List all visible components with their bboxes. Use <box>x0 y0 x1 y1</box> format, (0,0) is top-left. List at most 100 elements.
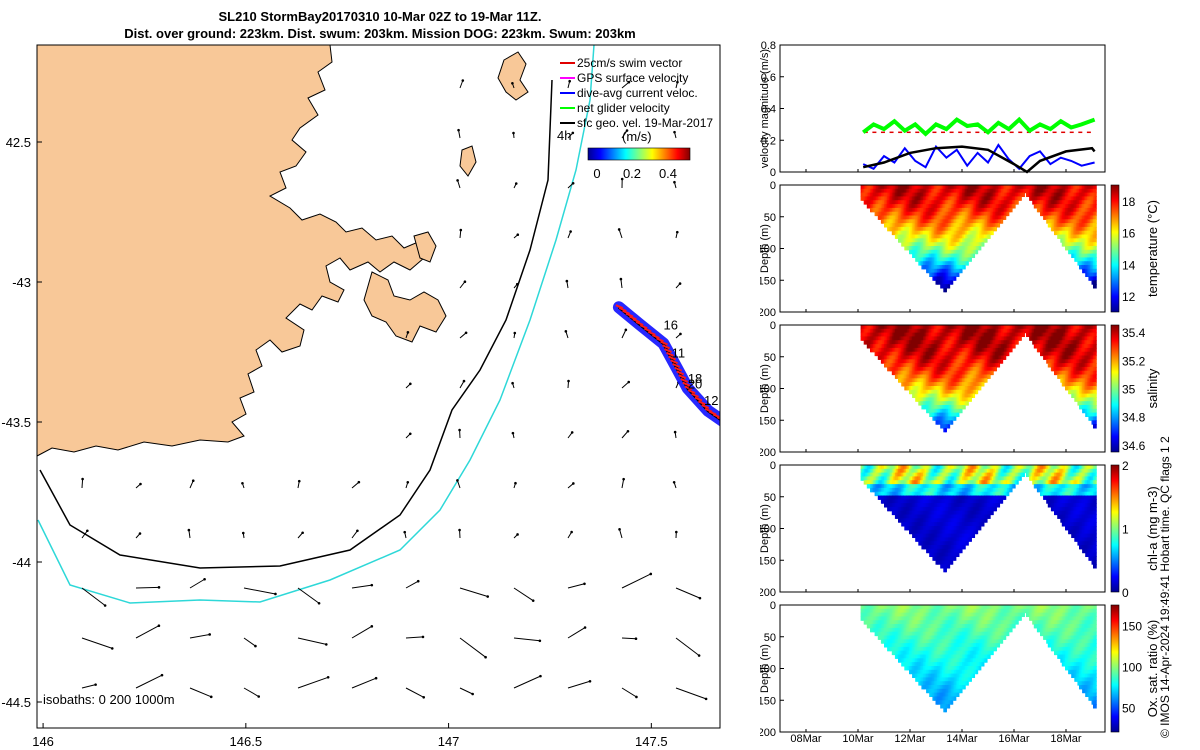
heatmap-cell <box>902 378 905 383</box>
heatmap-cell <box>929 211 932 217</box>
heatmap-cell <box>1061 378 1064 383</box>
heatmap-cell <box>968 204 971 209</box>
heatmap-cell <box>1080 207 1083 213</box>
velocity-arrow <box>621 687 637 698</box>
heatmap-cell <box>918 242 921 247</box>
heatmap-cell <box>1032 340 1035 345</box>
heatmap-cell <box>965 185 968 190</box>
track-label: 18 <box>688 371 702 386</box>
heatmap-cell <box>1055 347 1058 353</box>
heatmap-cell <box>1065 219 1068 224</box>
heatmap-cell <box>1082 386 1085 391</box>
heatmap-cell <box>957 192 960 198</box>
velocity-arrowhead <box>274 592 277 596</box>
heatmap-cell <box>880 332 884 338</box>
heatmap-cell <box>987 359 990 364</box>
heatmap-cell <box>1088 336 1091 341</box>
heatmap-cell <box>1015 328 1018 334</box>
heatmap-cell <box>1054 332 1057 338</box>
heatmap-cell <box>1086 185 1089 190</box>
heatmap-cell <box>1083 359 1086 364</box>
heatmap-cell <box>933 238 937 243</box>
heatmap-cell <box>1058 204 1061 209</box>
heatmap-cell <box>1089 382 1093 387</box>
heatmap-cell <box>1085 226 1088 232</box>
heatmap-cell <box>930 386 933 391</box>
heatmap-cell <box>1080 238 1083 243</box>
heatmap-cell <box>1094 200 1097 205</box>
heatmap-cell <box>944 188 947 194</box>
heatmap-cell <box>1093 397 1096 402</box>
heatmap-cell <box>1088 344 1091 349</box>
heatmap-cell <box>1029 328 1032 334</box>
chart-title: SL210 StormBay20170310 10-Mar 02Z to 19-… <box>0 8 760 42</box>
heatmap-cell <box>955 351 958 357</box>
heatmap-cell <box>983 185 986 190</box>
heatmap-cell <box>966 347 969 353</box>
heatmap-cell <box>880 325 884 330</box>
heatmap-cell <box>919 188 923 194</box>
heatmap-cell <box>1047 336 1050 341</box>
heatmap-cell <box>1074 238 1077 243</box>
heatmap-cell <box>988 344 991 349</box>
heatmap-cell <box>966 226 969 232</box>
heatmap-cell <box>1065 328 1068 334</box>
heatmap-cell <box>885 363 888 368</box>
heatmap-cell <box>948 265 951 270</box>
heatmap-cell <box>894 366 898 372</box>
legend-label: net glider velocity <box>577 101 670 115</box>
heatmap-cell <box>1083 204 1086 209</box>
heatmap-cell <box>904 340 907 345</box>
heatmap-cell <box>962 211 965 217</box>
heatmap-cell <box>930 238 933 243</box>
heatmap-cell <box>971 325 974 330</box>
heatmap-cell <box>1080 219 1083 224</box>
heatmap-cell <box>960 347 963 353</box>
heatmap-cell <box>987 340 990 345</box>
heatmap-cell <box>905 382 908 387</box>
heatmap-cell <box>1075 347 1079 353</box>
heatmap-cell <box>1074 223 1077 228</box>
heatmap-cell <box>1093 340 1096 345</box>
heatmap-cell <box>930 242 933 247</box>
heatmap-cell <box>1080 340 1083 345</box>
heatmap-cell <box>1082 351 1085 357</box>
heatmap-cell <box>890 188 893 194</box>
heatmap-cell <box>1071 366 1074 372</box>
heatmap-cell <box>1079 253 1082 259</box>
heatmap-cell <box>1088 207 1091 213</box>
heatmap-cell <box>913 393 916 399</box>
heatmap-cell <box>870 204 873 209</box>
heatmap-cell <box>943 393 946 399</box>
velocity-arrowhead <box>570 431 574 434</box>
track-time-labels: 1611182012201913 <box>663 318 718 409</box>
heatmap-cell <box>935 234 938 239</box>
heatmap-cell <box>927 223 930 228</box>
heatmap-cell <box>919 192 923 198</box>
heatmap-cell <box>966 389 969 395</box>
heatmap-cell <box>927 351 930 357</box>
heatmap-cell <box>927 246 930 251</box>
heatmap-cell <box>948 401 951 406</box>
heatmap-cell <box>1093 265 1096 270</box>
heatmap-cell <box>916 185 919 190</box>
heatmap-cell <box>1075 238 1079 243</box>
heatmap-cell <box>1013 336 1016 341</box>
heatmap-cell <box>891 325 894 330</box>
heatmap-cell <box>930 370 933 376</box>
heatmap-cell <box>1088 272 1091 278</box>
heatmap-cell <box>929 265 932 270</box>
heatmap-cell <box>919 401 923 406</box>
heatmap-cell <box>890 223 893 228</box>
heatmap-cell <box>1033 336 1036 341</box>
heatmap-cell <box>960 325 963 330</box>
heatmap-cell <box>862 188 865 194</box>
heatmap-cell <box>1077 401 1080 406</box>
heatmap-cell <box>1036 328 1040 334</box>
heatmap-cell <box>898 223 901 228</box>
heatmap-cell <box>866 340 869 345</box>
heatmap-cell <box>926 328 929 334</box>
heatmap-cell <box>901 196 904 201</box>
heatmap-cell <box>1061 340 1064 345</box>
heatmap-cell <box>980 325 983 330</box>
